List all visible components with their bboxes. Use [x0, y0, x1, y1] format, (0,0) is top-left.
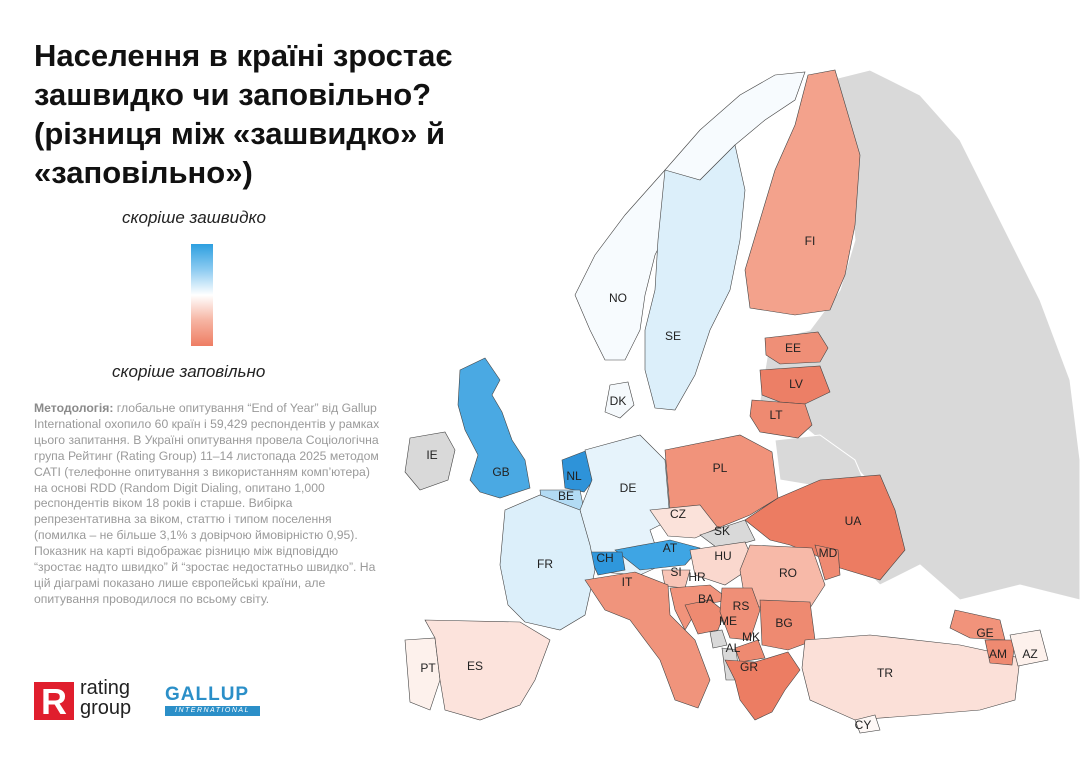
- methodology-text: глобальне опитування “End of Year” від G…: [34, 401, 380, 606]
- country-mk: [734, 639, 766, 663]
- country-es: [424, 619, 551, 721]
- country-label-ua: UA: [845, 514, 862, 528]
- country-label-pl: PL: [713, 461, 728, 475]
- country-cy: [854, 714, 881, 734]
- country-rs: [719, 587, 761, 641]
- gallup-sub: INTERNATIONAL: [175, 707, 250, 714]
- country-fi: [744, 69, 861, 316]
- country-label-ee: EE: [785, 341, 801, 355]
- legend-top-label: скоріше зашвидко: [122, 208, 266, 227]
- country-de: [579, 434, 671, 576]
- country-pt: [404, 637, 441, 711]
- country-label-nl: NL: [566, 469, 582, 483]
- country-ba: [684, 599, 726, 635]
- country-me: [709, 629, 728, 649]
- europe-map: FI NO SE EE LV LT DK IE GB NL BE DE PL CZ SK UA AT CH FR HU…: [404, 69, 1080, 734]
- methodology-label: Методологія:: [34, 401, 114, 415]
- country-label-fr: FR: [537, 557, 553, 571]
- country-label-hu: HU: [714, 549, 731, 563]
- country-tr: [801, 634, 1021, 721]
- country-ge: [949, 609, 1006, 641]
- country-az: [1009, 629, 1049, 667]
- legend-gradient-bar: [191, 244, 213, 346]
- country-md: [814, 544, 841, 581]
- country-gb: [457, 357, 531, 499]
- rating-group-logo: R rating group: [34, 677, 149, 722]
- country-label-ge: GE: [976, 626, 993, 640]
- country-layer: FI NO SE EE LV LT DK IE GB NL BE DE PL CZ SK UA AT CH FR HU…: [404, 69, 1049, 734]
- country-label-al: AL: [726, 641, 741, 655]
- country-label-de: DE: [620, 481, 637, 495]
- country-lt: [749, 399, 813, 439]
- country-no: [574, 71, 806, 361]
- country-label-tr: TR: [877, 666, 893, 680]
- country-label-ch: CH: [596, 551, 613, 565]
- country-ie: [404, 431, 456, 491]
- rating-letter: R: [41, 682, 67, 720]
- country-label-gr: GR: [740, 660, 758, 674]
- country-label-rs: RS: [733, 599, 750, 613]
- country-label-bg: BG: [775, 616, 792, 630]
- country-fr: [499, 494, 596, 631]
- country-ua: [744, 474, 906, 581]
- country-label-ba: BA: [698, 592, 714, 606]
- country-label-no: NO: [609, 291, 627, 305]
- country-label-ro: RO: [779, 566, 797, 580]
- rating-r-icon: R: [34, 681, 74, 722]
- country-hu: [689, 541, 756, 586]
- gallup-international-logo: GALLUP INTERNATIONAL: [165, 684, 263, 718]
- country-am: [984, 639, 1016, 666]
- country-se: [644, 144, 746, 411]
- country-label-az: AZ: [1022, 647, 1037, 661]
- chart-title: Населення в країні зростає зашвидко чи з…: [34, 38, 453, 190]
- country-label-gb: GB: [492, 465, 509, 479]
- country-label-sk: SK: [714, 524, 730, 538]
- country-label-it: IT: [622, 575, 633, 589]
- country-gr: [724, 651, 801, 721]
- country-label-hr: HR: [688, 570, 706, 584]
- country-label-cz: CZ: [670, 507, 686, 521]
- country-label-be: BE: [558, 489, 574, 503]
- country-it: [584, 571, 711, 709]
- country-label-se: SE: [665, 329, 681, 343]
- country-label-lt: LT: [769, 408, 783, 422]
- country-label-me: ME: [719, 614, 737, 628]
- country-nl: [561, 449, 596, 493]
- rating-word: rating: [80, 677, 131, 699]
- gallup-band: [165, 706, 260, 716]
- country-label-lv: LV: [789, 377, 803, 391]
- country-label-mk: MK: [742, 630, 760, 644]
- country-dk: [604, 381, 635, 419]
- methodology-note: Методологія: глобальне опитування “End o…: [34, 401, 384, 608]
- country-label-pt: PT: [420, 661, 436, 675]
- country-bg: [759, 599, 816, 651]
- country-label-cy: CY: [855, 718, 872, 732]
- gallup-word: GALLUP: [165, 684, 250, 705]
- country-label-dk: DK: [610, 394, 627, 408]
- legend-bottom-label: скоріше заповільно: [112, 362, 266, 381]
- country-ee: [764, 331, 829, 365]
- group-word: group: [80, 697, 132, 719]
- country-label-es: ES: [467, 659, 483, 673]
- country-label-si: SI: [670, 565, 681, 579]
- country-label-am: AM: [989, 647, 1007, 661]
- country-label-at: AT: [663, 541, 678, 555]
- country-label-fi: FI: [805, 234, 816, 248]
- country-label-ie: IE: [426, 448, 437, 462]
- country-label-md: MD: [819, 546, 838, 560]
